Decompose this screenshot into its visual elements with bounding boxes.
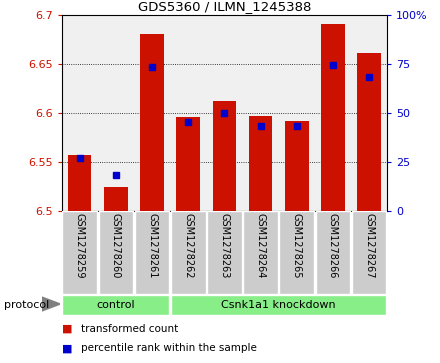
- Text: transformed count: transformed count: [81, 323, 179, 334]
- Bar: [357, 53, 381, 211]
- Bar: [171, 295, 386, 315]
- Text: ■: ■: [62, 343, 72, 354]
- Bar: [352, 211, 386, 294]
- Bar: [213, 101, 236, 211]
- Bar: [285, 121, 308, 211]
- Bar: [171, 211, 205, 294]
- Text: GSM1278265: GSM1278265: [292, 213, 302, 278]
- Text: GSM1278266: GSM1278266: [328, 213, 338, 278]
- Text: control: control: [96, 300, 135, 310]
- Text: GSM1278260: GSM1278260: [111, 213, 121, 278]
- Bar: [135, 211, 169, 294]
- Text: Csnk1a1 knockdown: Csnk1a1 knockdown: [221, 300, 336, 310]
- Bar: [207, 211, 242, 294]
- Text: GSM1278259: GSM1278259: [75, 213, 84, 278]
- Text: GSM1278263: GSM1278263: [220, 213, 229, 278]
- Bar: [279, 211, 314, 294]
- Text: GSM1278262: GSM1278262: [183, 213, 193, 278]
- Bar: [68, 155, 92, 211]
- Bar: [104, 187, 128, 211]
- Bar: [62, 295, 169, 315]
- Text: GSM1278267: GSM1278267: [364, 213, 374, 278]
- Bar: [249, 117, 272, 211]
- Bar: [315, 211, 350, 294]
- Text: GSM1278264: GSM1278264: [256, 213, 266, 278]
- Bar: [321, 24, 345, 211]
- Bar: [99, 211, 133, 294]
- Text: GSM1278261: GSM1278261: [147, 213, 157, 278]
- Polygon shape: [42, 297, 60, 311]
- Title: GDS5360 / ILMN_1245388: GDS5360 / ILMN_1245388: [138, 0, 311, 13]
- Bar: [243, 211, 278, 294]
- Text: percentile rank within the sample: percentile rank within the sample: [81, 343, 257, 354]
- Bar: [140, 34, 164, 211]
- Text: ■: ■: [62, 323, 72, 334]
- Text: protocol: protocol: [4, 300, 50, 310]
- Bar: [62, 211, 97, 294]
- Bar: [176, 118, 200, 211]
